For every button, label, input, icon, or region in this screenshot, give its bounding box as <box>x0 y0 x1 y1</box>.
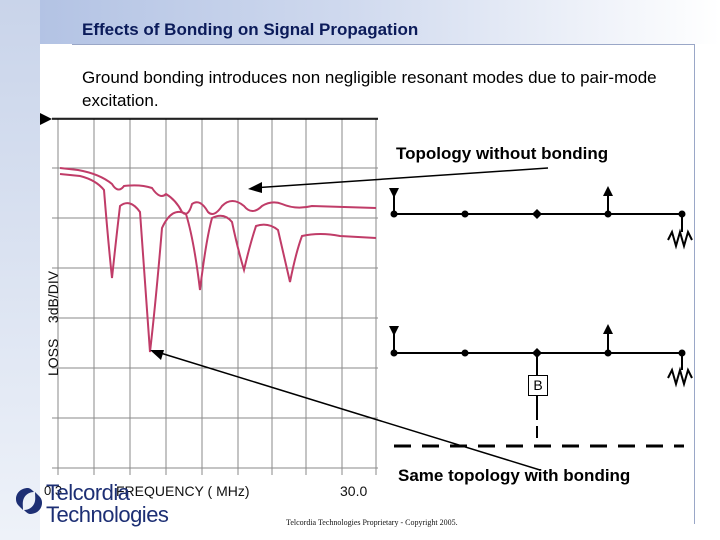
header-band <box>40 0 720 44</box>
trace-without-bonding <box>59 167 377 215</box>
caption-with-bonding: Same topology with bonding <box>398 466 631 485</box>
right-divider <box>694 44 695 524</box>
intro-text: Ground bonding introduces non negligible… <box>82 68 657 110</box>
company-logo-text: Telcordia Technologies <box>46 480 169 527</box>
x-axis-start-label: 0.3 <box>44 483 63 498</box>
trace-with-bonding <box>59 173 377 353</box>
footer-copyright: Telcordia Technologies Proprietary - Cop… <box>286 518 458 527</box>
callout-arrow-top <box>251 167 549 189</box>
slide-title: Effects of Bonding on Signal Propagation <box>82 20 419 39</box>
telcordia-logo-icon <box>16 488 42 514</box>
x-axis-label: FREQUENCY ( MHz) <box>116 483 250 499</box>
logo-line-1: Telcordia <box>46 480 130 505</box>
reference-marker-icon <box>40 113 52 125</box>
logo-line-2: Technologies <box>46 502 169 527</box>
topology-without-bonding <box>393 188 693 250</box>
bond-label-box: B <box>528 375 548 396</box>
y-axis-label: LOSS 3dB/DIV <box>45 270 61 376</box>
x-axis-end-label: 30.0 <box>340 483 368 499</box>
left-sidebar-band <box>0 0 40 540</box>
caption-without-bonding: Topology without bonding <box>396 144 609 163</box>
header-divider <box>72 44 694 45</box>
callout-arrow-bottom <box>153 350 541 471</box>
plot-grid <box>52 117 378 475</box>
